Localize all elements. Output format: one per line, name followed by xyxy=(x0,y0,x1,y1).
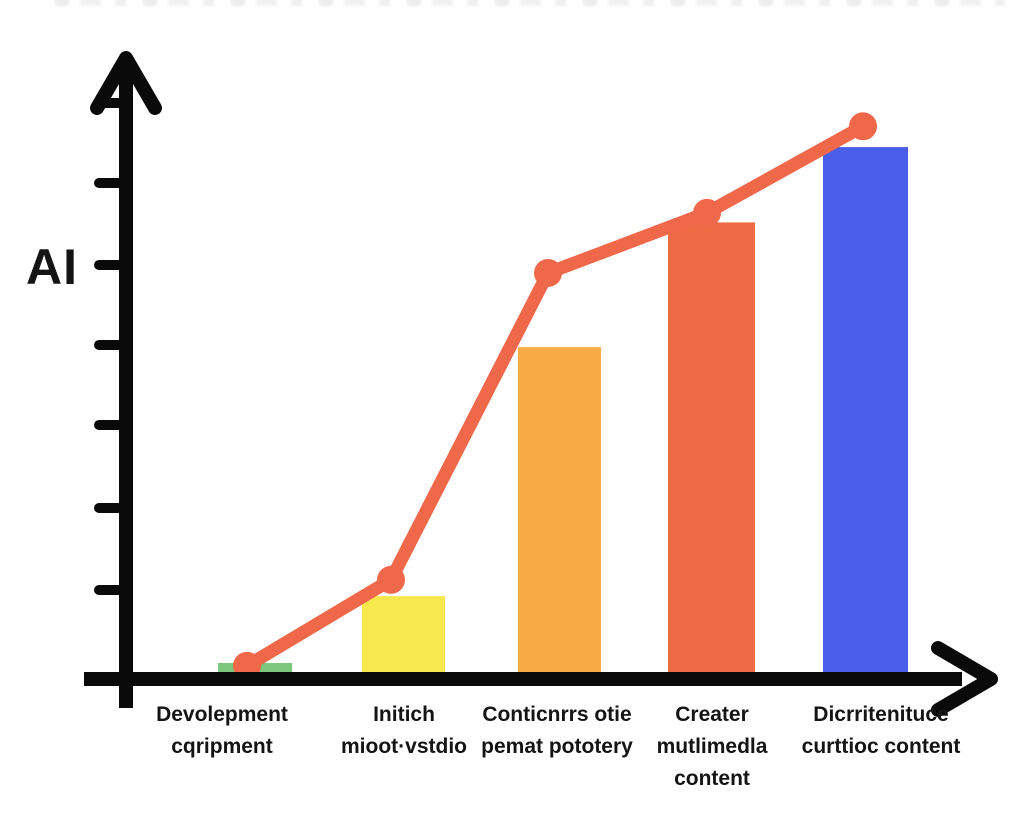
bar-5 xyxy=(823,147,908,673)
axes-group xyxy=(84,51,998,717)
x-axis-label-4: Creater mutlimedla content xyxy=(657,699,768,795)
x-axis-label-1: Devolepment cqripment xyxy=(156,699,288,763)
x-axis-label-line: content xyxy=(674,767,750,790)
data-point-marker-2 xyxy=(377,565,405,594)
x-axis-label-line: curttioc content xyxy=(801,735,961,758)
data-point-marker-4 xyxy=(693,198,721,227)
cropped-title-artifact xyxy=(55,0,1005,6)
x-axis-label-line: Dicrritenituce xyxy=(813,703,949,726)
x-axis-arrowhead xyxy=(931,641,998,717)
bar-2 xyxy=(362,596,445,672)
bar-3 xyxy=(518,347,601,672)
x-axis-label-2: Initich mioot·vstdio xyxy=(341,699,467,763)
x-axis-label-line: mutlimedla xyxy=(656,735,768,758)
x-axis-label-line: Initich xyxy=(373,703,435,726)
data-point-marker-3 xyxy=(534,258,562,287)
x-axis-label-5: Dicrritenituce curttioc content xyxy=(802,699,961,763)
bar-4 xyxy=(668,222,755,672)
x-axis-label-line: Creater xyxy=(675,703,749,726)
y-axis-arrowhead xyxy=(90,51,162,115)
x-axis-label-line: Conticnrrs otie xyxy=(482,703,632,726)
x-axis-label-line: cqripment xyxy=(171,735,273,758)
x-axis-label-line: pemat pototery xyxy=(481,735,633,758)
x-axis-label-3: Conticnrrs otie pemat pototery xyxy=(481,699,633,763)
bars-group xyxy=(218,147,908,673)
x-axis-label-line: Devolepment xyxy=(156,703,288,726)
x-axis-label-line: mioot·vstdio xyxy=(341,735,467,758)
y-axis-title: AI xyxy=(26,239,78,295)
data-point-marker-5 xyxy=(849,112,877,141)
